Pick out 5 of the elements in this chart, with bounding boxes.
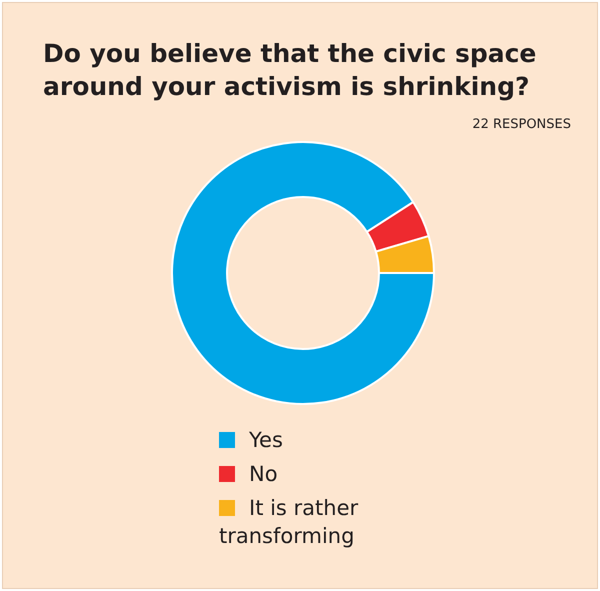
legend-label: It is rather transforming [219,495,360,550]
chart-title: Do you believe that the civic space around your activism is shrinking? [43,38,538,103]
text: 22 RESPONSES [472,117,571,132]
legend-label: Yes [248,427,284,454]
legend-label: No [248,461,279,488]
